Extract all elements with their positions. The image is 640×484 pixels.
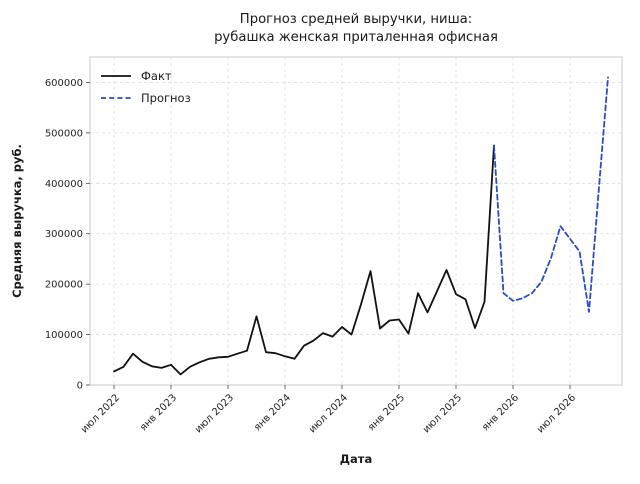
chart-title-line2: рубашка женская приталенная офисная [214,29,498,45]
y-tick-label: 600000 [45,78,83,89]
y-axis-label: Средняя выручка, руб. [10,144,24,298]
fact-line [113,144,495,376]
plot-area-border [89,56,623,386]
x-tick-label: июл 2024 [307,392,350,435]
y-tick-label: 300000 [45,229,83,240]
x-tick-label: янв 2024 [252,392,293,433]
x-tick-label: июл 2025 [421,392,464,435]
legend: Факт Прогноз [101,69,191,105]
x-tick-label: янв 2026 [480,392,521,433]
y-tick-label: 0 [77,381,83,392]
grid-lines [90,57,622,386]
legend-fact-label: Факт [141,69,172,83]
x-axis-label: Дата [340,452,372,466]
forecast-line [493,76,609,313]
y-tick-label: 100000 [45,330,83,341]
legend-forecast-label: Прогноз [141,91,191,105]
x-tick-label: июл 2022 [79,392,122,435]
series-lines [113,76,609,376]
x-tick-label: янв 2025 [366,392,407,433]
y-tick-label: 200000 [45,280,83,291]
x-tick-label: июл 2026 [535,392,578,435]
axis-ticks: июл 2022 янв 2023 июл 2023 янв 2024 июл 2024… [45,78,578,435]
x-tick-label: июл 2023 [193,392,236,435]
y-tick-label: 500000 [45,128,83,139]
y-tick-label: 400000 [45,179,83,190]
x-tick-label: янв 2023 [138,392,179,433]
chart-title-line1: Прогноз средней выручки, ниша: [240,12,472,27]
